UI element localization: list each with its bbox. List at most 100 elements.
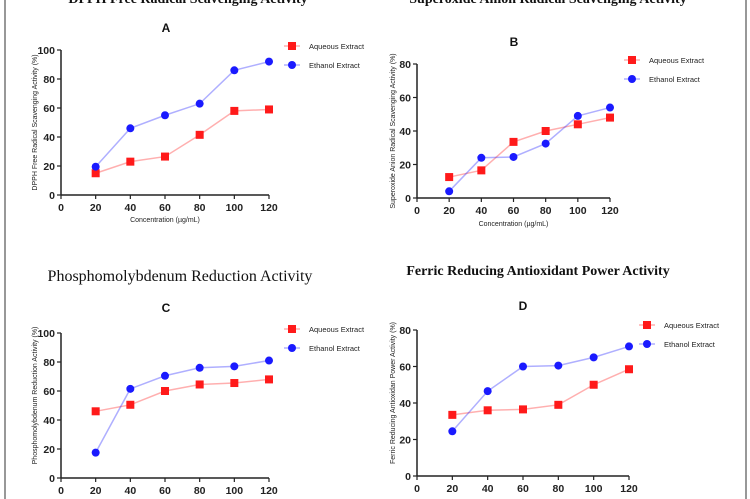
x-tick-label: 0 bbox=[58, 202, 64, 214]
x-tick-label: 120 bbox=[601, 205, 619, 217]
series-line-aqueous-extract bbox=[95, 108, 270, 174]
y-tick-label: 80 bbox=[399, 325, 411, 337]
y-tick-label: 60 bbox=[43, 386, 55, 398]
y-tick-label: 60 bbox=[43, 103, 55, 115]
legend-label: Aqueous Extract bbox=[309, 325, 365, 334]
x-axis-label: Concentration (µg/mL) bbox=[130, 217, 200, 224]
legend-label: Ethanol Extract bbox=[309, 61, 361, 70]
data-point-square bbox=[606, 113, 614, 122]
x-tick-label: 60 bbox=[508, 205, 520, 217]
data-point-square bbox=[509, 137, 518, 146]
x-tick-label: 40 bbox=[124, 485, 136, 497]
data-point-square bbox=[625, 365, 633, 374]
y-tick-label: 80 bbox=[399, 59, 411, 71]
data-point-circle bbox=[625, 342, 633, 351]
legend-label: Aqueous Extract bbox=[649, 56, 705, 65]
data-point-circle bbox=[477, 153, 486, 162]
y-tick-label: 100 bbox=[37, 328, 55, 340]
data-point-circle bbox=[91, 448, 100, 457]
y-tick-label: 80 bbox=[43, 74, 55, 86]
series-line-ethanol-extract bbox=[95, 60, 270, 168]
data-point-square bbox=[126, 157, 135, 166]
y-tick-label: 60 bbox=[399, 93, 411, 105]
legend-label: Aqueous Extract bbox=[664, 321, 720, 330]
data-point-circle bbox=[606, 103, 614, 112]
data-point-circle bbox=[195, 99, 204, 108]
chart-title: Ferric Reducing Antioxidant Power Activi… bbox=[406, 264, 669, 279]
data-point-circle bbox=[589, 353, 598, 362]
data-point-square bbox=[448, 410, 457, 419]
legend-label: Ethanol Extract bbox=[309, 344, 361, 353]
x-tick-label: 100 bbox=[569, 205, 587, 217]
x-tick-label: 80 bbox=[552, 483, 564, 495]
data-point-square bbox=[230, 106, 239, 115]
legend-marker-circle bbox=[628, 75, 636, 83]
y-tick-label: 40 bbox=[399, 126, 411, 138]
x-tick-label: 80 bbox=[194, 202, 206, 214]
data-point-circle bbox=[519, 362, 527, 371]
data-point-circle bbox=[573, 111, 582, 120]
data-point-circle bbox=[230, 362, 239, 371]
chart-title: Phosphomolybdenum Reduction Activity bbox=[48, 268, 313, 285]
x-tick-label: 120 bbox=[260, 202, 278, 214]
data-point-square bbox=[589, 380, 598, 389]
y-axis-label: DPPH Free Radical Scavenging Activity (%… bbox=[32, 54, 39, 190]
data-point-circle bbox=[161, 111, 169, 120]
x-tick-label: 20 bbox=[90, 202, 102, 214]
y-tick-label: 40 bbox=[43, 132, 55, 144]
data-point-square bbox=[161, 152, 169, 161]
data-point-square bbox=[573, 120, 582, 129]
chart-title: Superoxide Anion Radical Scavenging Acti… bbox=[409, 0, 686, 7]
y-tick-label: 0 bbox=[405, 471, 411, 483]
x-tick-label: 100 bbox=[226, 485, 244, 497]
x-tick-label: 60 bbox=[159, 202, 171, 214]
data-point-square bbox=[195, 380, 204, 389]
x-tick-label: 0 bbox=[414, 205, 420, 217]
data-point-square bbox=[445, 173, 454, 182]
legend-label: Aqueous Extract bbox=[309, 42, 365, 51]
y-tick-label: 40 bbox=[43, 415, 55, 427]
x-tick-label: 20 bbox=[90, 485, 102, 497]
legend-label: Ethanol Extract bbox=[649, 75, 701, 84]
data-point-square bbox=[230, 379, 239, 388]
data-point-circle bbox=[445, 187, 454, 196]
chart-title: DPPH Free Radical Scavenging Activity bbox=[68, 0, 307, 7]
x-tick-label: 120 bbox=[260, 485, 278, 497]
legend-marker-square bbox=[643, 321, 651, 329]
panel-label: C bbox=[162, 301, 171, 315]
x-tick-label: 20 bbox=[443, 205, 455, 217]
legend-marker-circle bbox=[288, 344, 296, 352]
x-tick-label: 0 bbox=[58, 485, 64, 497]
series-line-ethanol-extract bbox=[95, 359, 270, 453]
data-point-square bbox=[477, 166, 486, 175]
y-tick-label: 20 bbox=[43, 161, 55, 173]
panel-label: D bbox=[519, 299, 528, 313]
data-point-square bbox=[195, 130, 204, 139]
x-tick-label: 60 bbox=[159, 485, 171, 497]
y-tick-label: 100 bbox=[37, 45, 55, 57]
x-tick-label: 100 bbox=[226, 202, 244, 214]
data-point-circle bbox=[161, 371, 169, 380]
series-line-aqueous-extract bbox=[452, 368, 630, 416]
data-point-square bbox=[126, 400, 135, 409]
series-line-ethanol-extract bbox=[451, 345, 630, 432]
data-point-square bbox=[554, 400, 563, 409]
x-tick-label: 80 bbox=[540, 205, 552, 217]
panel-a: DPPH Free Radical Scavenging Activity A 0 2… bbox=[32, 0, 365, 224]
panel-d: Ferric Reducing Antioxidant Power Activi… bbox=[390, 264, 720, 495]
legend-marker-square bbox=[288, 325, 296, 333]
y-axis-label: Phosphomolybdenum Reduction Activity (%) bbox=[32, 327, 39, 465]
y-tick-label: 60 bbox=[399, 362, 411, 374]
legend-marker-circle bbox=[288, 61, 296, 69]
data-point-square bbox=[541, 127, 550, 135]
x-tick-label: 120 bbox=[620, 483, 638, 495]
panel-c: Phosphomolybdenum Reduction Activity C 0 20… bbox=[32, 268, 365, 497]
data-point-circle bbox=[126, 124, 135, 133]
series-line-aqueous-extract bbox=[95, 378, 270, 413]
y-tick-label: 40 bbox=[399, 398, 411, 410]
y-tick-label: 20 bbox=[43, 444, 55, 456]
data-point-circle bbox=[126, 384, 135, 393]
y-axis-label: Superoxide Anion Radical Scavenging Acti… bbox=[390, 53, 397, 208]
legend-marker-square bbox=[628, 56, 636, 64]
